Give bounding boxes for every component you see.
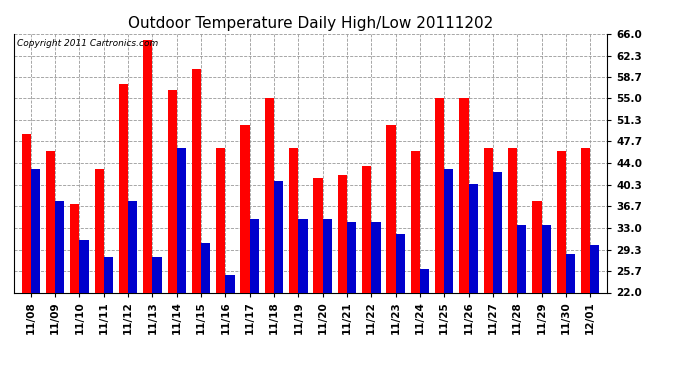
Bar [70, 204, 79, 292]
Bar [177, 148, 186, 292]
Bar [313, 178, 323, 292]
Bar [395, 234, 405, 292]
Bar [55, 201, 64, 292]
Bar [435, 99, 444, 292]
Bar [298, 219, 308, 292]
Bar [518, 225, 526, 292]
Bar [493, 172, 502, 292]
Bar [542, 225, 551, 292]
Bar [347, 222, 356, 292]
Bar [590, 246, 600, 292]
Bar [581, 148, 590, 292]
Bar [250, 219, 259, 292]
Bar [362, 166, 371, 292]
Bar [274, 181, 284, 292]
Bar [508, 148, 518, 292]
Bar [289, 148, 298, 292]
Bar [201, 243, 210, 292]
Bar [337, 175, 347, 292]
Bar [192, 69, 201, 292]
Title: Outdoor Temperature Daily High/Low 20111202: Outdoor Temperature Daily High/Low 20111… [128, 16, 493, 31]
Bar [21, 134, 31, 292]
Bar [484, 148, 493, 292]
Bar [152, 257, 161, 292]
Bar [420, 269, 429, 292]
Bar [216, 148, 226, 292]
Bar [469, 184, 477, 292]
Bar [265, 99, 274, 292]
Bar [31, 169, 40, 292]
Bar [557, 152, 566, 292]
Bar [144, 40, 152, 292]
Bar [226, 275, 235, 292]
Text: Copyright 2011 Cartronics.com: Copyright 2011 Cartronics.com [17, 39, 158, 48]
Bar [371, 222, 381, 292]
Bar [444, 169, 453, 292]
Bar [240, 125, 250, 292]
Bar [566, 254, 575, 292]
Bar [104, 257, 113, 292]
Bar [46, 152, 55, 292]
Bar [128, 201, 137, 292]
Bar [95, 169, 103, 292]
Bar [411, 152, 420, 292]
Bar [460, 99, 469, 292]
Bar [532, 201, 542, 292]
Bar [119, 84, 128, 292]
Bar [386, 125, 395, 292]
Bar [323, 219, 332, 292]
Bar [79, 240, 89, 292]
Bar [168, 90, 177, 292]
